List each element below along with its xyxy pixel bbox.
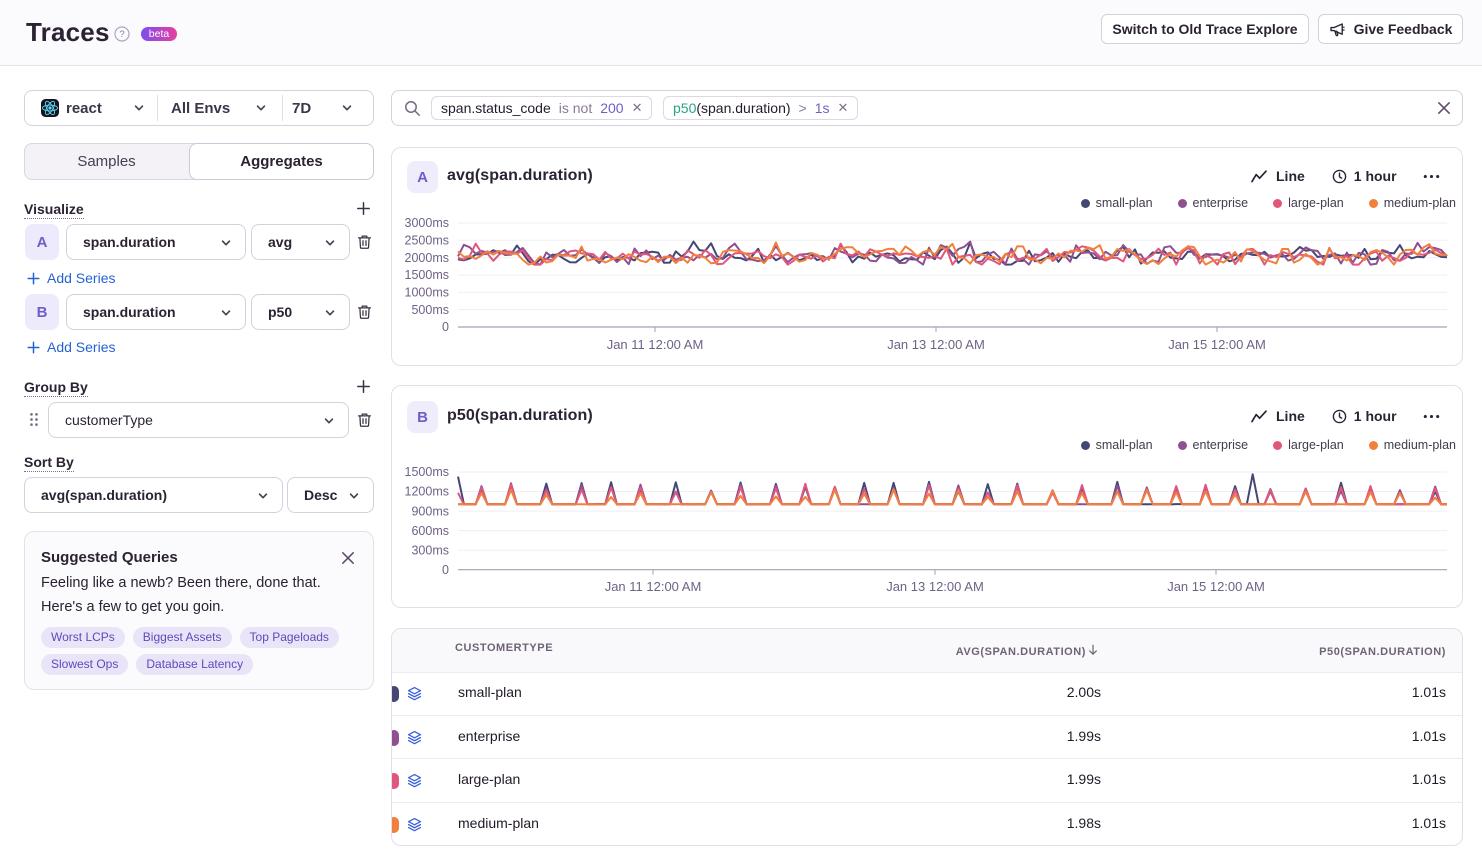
svg-text:0: 0 [442,563,449,577]
svg-text:Jan 15 12:00 AM: Jan 15 12:00 AM [1168,337,1266,352]
svg-text:900ms: 900ms [411,504,449,518]
svg-text:300ms: 300ms [411,543,449,557]
svg-text:500ms: 500ms [411,303,449,317]
svg-text:3000ms: 3000ms [405,216,449,230]
svg-text:1000ms: 1000ms [405,286,449,300]
svg-text:1500ms: 1500ms [405,268,449,282]
svg-text:Jan 15 12:00 AM: Jan 15 12:00 AM [1167,579,1265,594]
svg-text:600ms: 600ms [411,524,449,538]
svg-text:Jan 11 12:00 AM: Jan 11 12:00 AM [605,579,702,594]
svg-text:0: 0 [442,320,449,334]
svg-text:1500ms: 1500ms [405,465,449,479]
svg-text:2000ms: 2000ms [405,251,449,265]
svg-text:Jan 11 12:00 AM: Jan 11 12:00 AM [607,337,704,352]
svg-text:2500ms: 2500ms [405,234,449,248]
svg-text:Jan 13 12:00 AM: Jan 13 12:00 AM [887,337,985,352]
svg-text:Jan 13 12:00 AM: Jan 13 12:00 AM [886,579,984,594]
svg-text:1200ms: 1200ms [405,485,449,499]
svg-text:?: ? [119,29,124,40]
